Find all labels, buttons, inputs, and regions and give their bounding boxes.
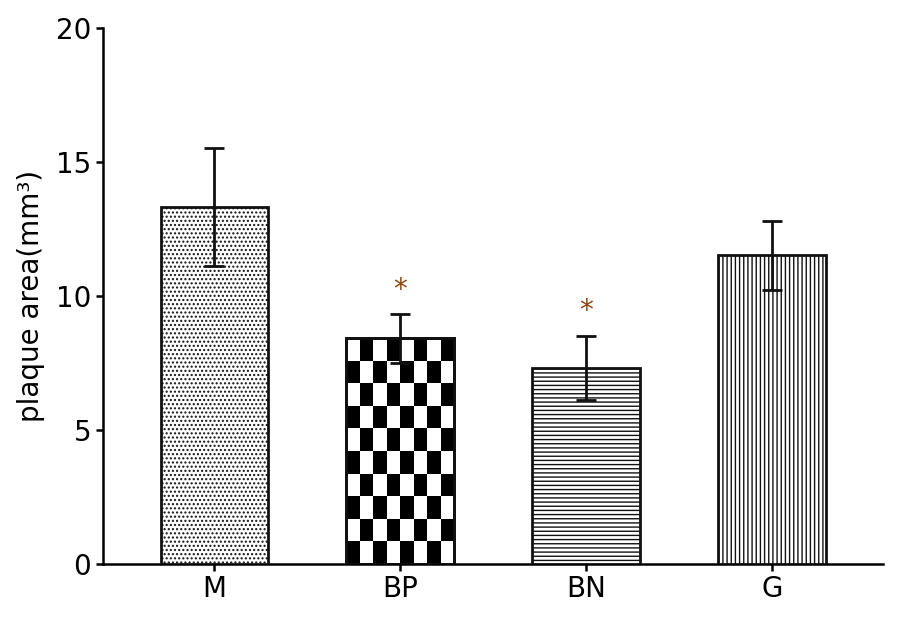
Text: *: * <box>580 297 593 325</box>
Bar <box>387 339 400 361</box>
Bar <box>387 518 400 541</box>
Bar <box>428 541 441 564</box>
Bar <box>400 406 414 428</box>
Text: *: * <box>393 276 407 304</box>
Bar <box>360 339 373 361</box>
Bar <box>387 428 400 451</box>
Bar <box>346 339 454 564</box>
Bar <box>160 207 268 564</box>
Bar <box>414 384 427 406</box>
Bar <box>428 451 441 474</box>
Bar <box>374 406 387 428</box>
Bar <box>360 428 373 451</box>
Bar <box>387 384 400 406</box>
Bar <box>441 428 454 451</box>
Bar <box>346 541 360 564</box>
Bar <box>360 518 373 541</box>
Bar <box>414 428 427 451</box>
Bar <box>387 474 400 496</box>
Bar <box>360 384 373 406</box>
Bar <box>346 339 454 564</box>
Bar <box>428 496 441 518</box>
Bar <box>428 406 441 428</box>
Bar <box>414 474 427 496</box>
Bar <box>400 451 414 474</box>
Bar <box>374 496 387 518</box>
Bar <box>441 384 454 406</box>
Bar <box>360 474 373 496</box>
Bar <box>414 339 427 361</box>
Bar <box>374 451 387 474</box>
Bar <box>532 368 640 564</box>
Bar <box>441 339 454 361</box>
Bar <box>374 541 387 564</box>
Bar <box>400 496 414 518</box>
Y-axis label: plaque area(mm³): plaque area(mm³) <box>17 169 45 422</box>
Bar <box>400 361 414 384</box>
Bar <box>428 361 441 384</box>
Bar <box>346 451 360 474</box>
Bar <box>414 518 427 541</box>
Bar <box>374 361 387 384</box>
Bar <box>346 361 360 384</box>
Bar <box>441 474 454 496</box>
Bar <box>718 255 825 564</box>
Bar <box>346 496 360 518</box>
Bar <box>400 541 414 564</box>
Bar <box>346 406 360 428</box>
Bar <box>441 518 454 541</box>
